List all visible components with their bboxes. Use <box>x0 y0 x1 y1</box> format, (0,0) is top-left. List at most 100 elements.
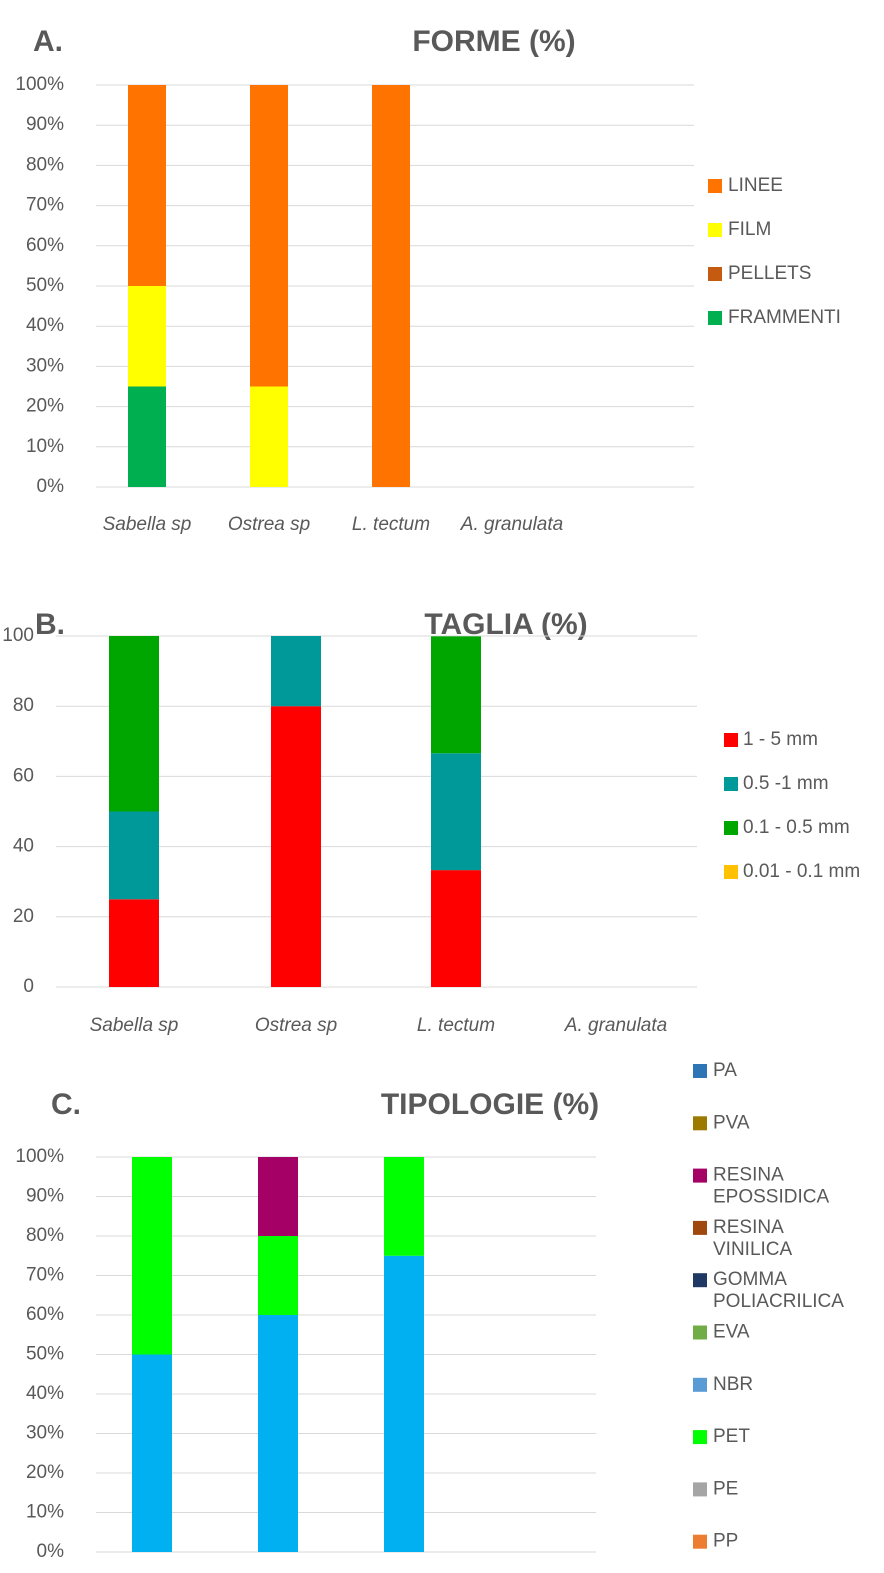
bar-sabella-sp-linee <box>128 85 166 286</box>
legend-swatch-0-01-0-1-mm <box>724 865 738 879</box>
category-label: A. granulata <box>460 514 563 535</box>
legend-label-0-01-0-1-mm: 0.01 - 0.1 mm <box>743 861 860 882</box>
bar-l-tectum-linee <box>372 85 410 487</box>
category-label: L. tectum <box>417 1015 495 1036</box>
bar-ostrea-sp-1-5-mm <box>271 706 321 987</box>
y-tick-label: 30% <box>26 1423 64 1444</box>
y-tick-label: 90% <box>26 1186 64 1207</box>
y-tick-label: 100% <box>15 1146 64 1167</box>
bar-sabella-sp-frammenti <box>128 386 166 487</box>
bar-ostrea-sp-nbr <box>258 1315 298 1552</box>
y-tick-label: 20% <box>26 396 64 417</box>
legend-label-pe: PE <box>713 1478 738 1499</box>
category-label: L. tectum <box>352 514 430 535</box>
bar-sabella-sp-nbr <box>132 1354 172 1552</box>
legend-label-film: FILM <box>728 219 771 240</box>
legend-label-nbr: NBR <box>713 1374 753 1395</box>
legend-label-pet: PET <box>713 1426 750 1447</box>
y-tick-label: 0% <box>37 476 65 497</box>
legend-swatch-gomma-poliacrilica <box>693 1273 707 1288</box>
y-tick-label: 50% <box>26 275 64 296</box>
legend-label-resina-epossidica: RESINA EPOSSIDICA <box>713 1165 829 1208</box>
legend-swatch-resina-epossidica <box>693 1168 707 1183</box>
chart-tipologie: C. TIPOLOGIE (%) 0% 10% 20% 30% 40% 50% 60% 70% 80… <box>15 1060 844 1562</box>
legend-label-gomma-poliacrilica: GOMMA POLIACRILICA <box>713 1269 844 1312</box>
category-label: Ostrea sp <box>255 1015 337 1036</box>
legend-label-0-1-0-5-mm: 0.1 - 0.5 mm <box>743 817 850 838</box>
category-label: Sabella sp <box>90 1015 179 1036</box>
y-tick-label: 30% <box>26 355 64 376</box>
y-tick-label: 80% <box>26 1225 64 1246</box>
legend-swatch-frammenti <box>708 311 722 325</box>
legend-label-pa: PA <box>713 1060 737 1081</box>
panel-label: C. <box>51 1088 81 1121</box>
legend-swatch-pva <box>693 1116 707 1131</box>
y-tick-label: 90% <box>26 114 64 135</box>
legend-label-pva: PVA <box>713 1112 750 1133</box>
y-tick-label: 20 <box>13 906 34 927</box>
y-tick-label: 100% <box>15 74 64 95</box>
bar-ostrea-sp-pet <box>258 1236 298 1315</box>
legend-swatch-pp <box>693 1534 707 1549</box>
legend-swatch-nbr <box>693 1377 707 1392</box>
bar-sabella-sp-film <box>128 286 166 387</box>
chart-title: TIPOLOGIE (%) <box>381 1088 599 1121</box>
legend-label-pellets: PELLETS <box>728 263 811 284</box>
y-tick-label: 10% <box>26 1502 64 1523</box>
y-tick-label: 70% <box>26 1265 64 1286</box>
bar-sabella-sp-0-1-0-5-mm <box>109 636 159 812</box>
legend-swatch-pe <box>693 1482 707 1497</box>
chart-forme: A. FORME (%) 0% 10% 20% 30% 40% 50% 60% 70% 80% 90%… <box>15 25 841 535</box>
legend-swatch-0-5-1-mm <box>724 777 738 791</box>
y-tick-label: 60% <box>26 235 64 256</box>
y-tick-label: 10% <box>26 436 64 457</box>
chart-taglia: B. TAGLIA (%) 0 20 40 60 80 100 Sabella sp Ostrea… <box>2 608 860 1036</box>
y-tick-label: 50% <box>26 1344 64 1365</box>
bar-sabella-sp-pet <box>132 1157 172 1355</box>
bar-l-tectum-pet <box>384 1157 424 1256</box>
y-tick-label: 20% <box>26 1462 64 1483</box>
legend-swatch-eva <box>693 1325 707 1340</box>
bar-ostrea-sp-resina-epossidica <box>258 1157 298 1236</box>
bar-l-tectum-nbr <box>384 1255 424 1552</box>
legend-label-eva: EVA <box>713 1322 750 1343</box>
legend-label-linee: LINEE <box>728 175 783 196</box>
y-tick-label: 40 <box>13 836 34 857</box>
legend-swatch-film <box>708 223 722 237</box>
y-tick-label: 80 <box>13 695 34 716</box>
legend-swatch-1-5-mm <box>724 733 738 747</box>
legend-swatch-pa <box>693 1064 707 1078</box>
y-tick-label: 60% <box>26 1304 64 1325</box>
legend-label-1-5-mm: 1 - 5 mm <box>743 729 818 750</box>
legend-swatch-pellets <box>708 267 722 281</box>
legend: LINEE FILM PELLETS FRAMMENTI <box>708 175 841 328</box>
legend-swatch-0-1-0-5-mm <box>724 821 738 835</box>
y-tick-label: 0% <box>37 1541 65 1562</box>
y-tick-label: 100 <box>2 625 34 646</box>
y-tick-label: 40% <box>26 1383 64 1404</box>
y-tick-label: 60 <box>13 765 34 786</box>
legend: 1 - 5 mm 0.5 -1 mm 0.1 - 0.5 mm 0.01 - 0.1 … <box>724 729 860 882</box>
chart-title: TAGLIA (%) <box>424 608 587 641</box>
legend-swatch-linee <box>708 179 722 193</box>
legend: PA PVA RESINA EPOSSIDICA RESINA VINILICA GOMMA… <box>693 1060 844 1552</box>
bar-sabella-sp-1-5-mm <box>109 899 159 987</box>
y-tick-label: 80% <box>26 154 64 175</box>
y-tick-label: 0 <box>23 976 34 997</box>
bar-l-tectum-0-5-1-mm <box>431 753 481 871</box>
legend-label-0-5-1-mm: 0.5 -1 mm <box>743 773 829 794</box>
bar-l-tectum-0-1-0-5-mm <box>431 636 481 754</box>
bar-l-tectum-1-5-mm <box>431 870 481 987</box>
bar-ostrea-sp-film <box>250 386 288 487</box>
legend-label-pp: PP <box>713 1531 738 1552</box>
legend-label-resina-vinilica: RESINA VINILICA <box>713 1217 793 1260</box>
legend-swatch-pet <box>693 1430 707 1445</box>
y-tick-label: 70% <box>26 195 64 216</box>
chart-title: FORME (%) <box>412 25 575 58</box>
y-tick-label: 40% <box>26 315 64 336</box>
category-label: Sabella sp <box>103 514 192 535</box>
bar-ostrea-sp-0-5-1-mm <box>271 636 321 707</box>
category-label: Ostrea sp <box>228 514 310 535</box>
panel-label: B. <box>35 608 65 641</box>
